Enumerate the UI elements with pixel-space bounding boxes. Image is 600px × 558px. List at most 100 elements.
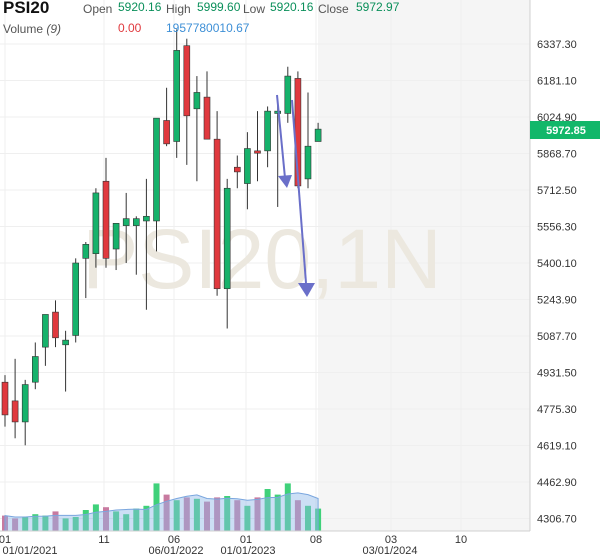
y-tick-label: 4306.70 (537, 514, 577, 526)
y-tick-label: 4462.90 (537, 477, 577, 489)
trend-arrows[interactable] (276, 94, 315, 297)
volume-bar (32, 514, 39, 531)
candle-body (173, 50, 180, 142)
volume-value-2: 1957780010.67 (166, 21, 250, 35)
volume-bar (183, 497, 190, 531)
x-tick-label: 03 (385, 534, 397, 546)
y-tick-label: 5087.70 (537, 331, 577, 343)
arrow-head-1 (278, 175, 292, 188)
high-value: 5999.60 (197, 0, 241, 14)
candle-body (21, 384, 29, 423)
candle-body (42, 314, 49, 348)
candle-body (133, 218, 140, 226)
x-tick-label: 01 (240, 534, 252, 546)
x-tick-label: 11 (98, 534, 109, 546)
y-tick-label: 5556.30 (537, 222, 577, 234)
candle-body (153, 117, 160, 222)
grid (0, 0, 530, 531)
arrow-head-2 (298, 283, 315, 297)
candles (1, 29, 322, 446)
current-price-tag: 5972.85 (530, 121, 600, 139)
y-tick-label: 6181.10 (537, 76, 577, 88)
candle-body (244, 148, 251, 184)
candle-body (143, 215, 150, 222)
volume-bar (72, 517, 79, 531)
y-tick-label: 5243.90 (537, 295, 577, 307)
volume-bar (284, 483, 291, 531)
volume-bar (244, 505, 251, 531)
volume-bar (92, 504, 99, 531)
candle-body (254, 150, 261, 154)
volume-bar (133, 508, 140, 531)
volume-bar (224, 496, 231, 531)
x-tick-label: 06 (168, 534, 180, 546)
low-label: Low (243, 2, 266, 16)
volume-bar (204, 501, 210, 531)
candle-body (163, 120, 170, 145)
volume-bar (153, 483, 160, 531)
volume-bar (123, 514, 130, 531)
volume-bar (22, 517, 29, 531)
x-tick-label: 08 (310, 534, 322, 546)
candle-body (223, 187, 231, 290)
volume-bar (62, 518, 69, 531)
low-value: 5920.16 (270, 0, 314, 14)
volume-ma-area (4, 492, 319, 532)
candle-body (264, 110, 271, 152)
candle-body (92, 192, 100, 254)
candle-body (304, 145, 312, 180)
price-axis[interactable]: 6337.306181.106024.905868.705712.505556.… (537, 39, 577, 526)
volume-bar (173, 500, 180, 531)
open-value: 5920.16 (118, 0, 162, 14)
volume-bar (214, 497, 221, 531)
volume-value-1: 0.00 (118, 21, 142, 35)
volume-bar (274, 494, 281, 531)
volume-label: Volume (9) (3, 22, 62, 36)
volume-bar (264, 489, 271, 531)
candle-body (203, 96, 211, 140)
y-tick-label: 6337.30 (537, 39, 577, 51)
candle-body (82, 244, 90, 259)
candle-body (72, 262, 79, 336)
volume-bar (234, 500, 241, 531)
volume-bar (113, 511, 120, 531)
x-date-label: 01/01/2023 (220, 545, 275, 557)
arrow-line-1 (276, 94, 286, 179)
x-date-label: 03/01/2024 (362, 545, 417, 557)
open-label: Open (83, 2, 113, 16)
y-tick-label: 5712.50 (537, 185, 577, 197)
volume-bar (143, 505, 150, 531)
watermark: PSI20,1N (82, 212, 442, 306)
volume-bar (294, 500, 301, 531)
candle-body (62, 339, 69, 346)
candle-body (183, 45, 191, 117)
candle-body (11, 400, 19, 423)
y-tick-label: 4775.30 (537, 404, 577, 416)
current-price-label: 5972.85 (546, 125, 586, 137)
candle-body (284, 75, 292, 114)
volume-bars (2, 483, 322, 532)
volume-bar (103, 507, 109, 531)
x-date-label: 06/01/2022 (148, 545, 203, 557)
close-label: Close (318, 2, 349, 16)
candle-body (314, 128, 322, 142)
volume-bar (42, 515, 49, 531)
candle-body (102, 180, 110, 259)
close-value: 5972.97 (356, 0, 400, 14)
x-tick-label: 10 (455, 534, 467, 546)
high-label: High (166, 2, 191, 16)
x-date-label: 01/01/2021 (2, 545, 57, 557)
x-tick-label: 01 (0, 534, 11, 546)
time-axis[interactable]: 01 11 06 01 08 03 10 01/01/2021 06/01/2022 01/01/… (0, 534, 467, 557)
volume-bar (193, 498, 200, 531)
candle-body (1, 381, 9, 416)
volume-bar (12, 518, 19, 531)
volume-bar (82, 510, 89, 531)
y-tick-label: 4619.10 (537, 441, 577, 453)
candle-body (122, 218, 130, 226)
y-tick-label: 5868.70 (537, 149, 577, 161)
candle-body (234, 166, 241, 173)
candle-body (52, 311, 59, 339)
volume-bar (305, 505, 311, 531)
